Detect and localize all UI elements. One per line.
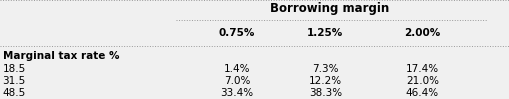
Text: 48.5: 48.5 bbox=[3, 88, 26, 98]
Text: 7.3%: 7.3% bbox=[312, 64, 338, 74]
Text: 33.4%: 33.4% bbox=[220, 88, 253, 98]
Text: 38.3%: 38.3% bbox=[308, 88, 341, 98]
Text: Borrowing margin: Borrowing margin bbox=[270, 2, 388, 15]
Text: 0.75%: 0.75% bbox=[218, 28, 255, 38]
Text: 2.00%: 2.00% bbox=[403, 28, 440, 38]
Text: 12.2%: 12.2% bbox=[308, 76, 341, 86]
Text: Marginal tax rate %: Marginal tax rate % bbox=[3, 51, 119, 61]
Text: 31.5: 31.5 bbox=[3, 76, 26, 86]
Text: 1.4%: 1.4% bbox=[223, 64, 250, 74]
Text: 1.25%: 1.25% bbox=[306, 28, 343, 38]
Text: 18.5: 18.5 bbox=[3, 64, 26, 74]
Text: 21.0%: 21.0% bbox=[405, 76, 438, 86]
Text: 7.0%: 7.0% bbox=[223, 76, 250, 86]
Text: 17.4%: 17.4% bbox=[405, 64, 438, 74]
Text: 46.4%: 46.4% bbox=[405, 88, 438, 98]
